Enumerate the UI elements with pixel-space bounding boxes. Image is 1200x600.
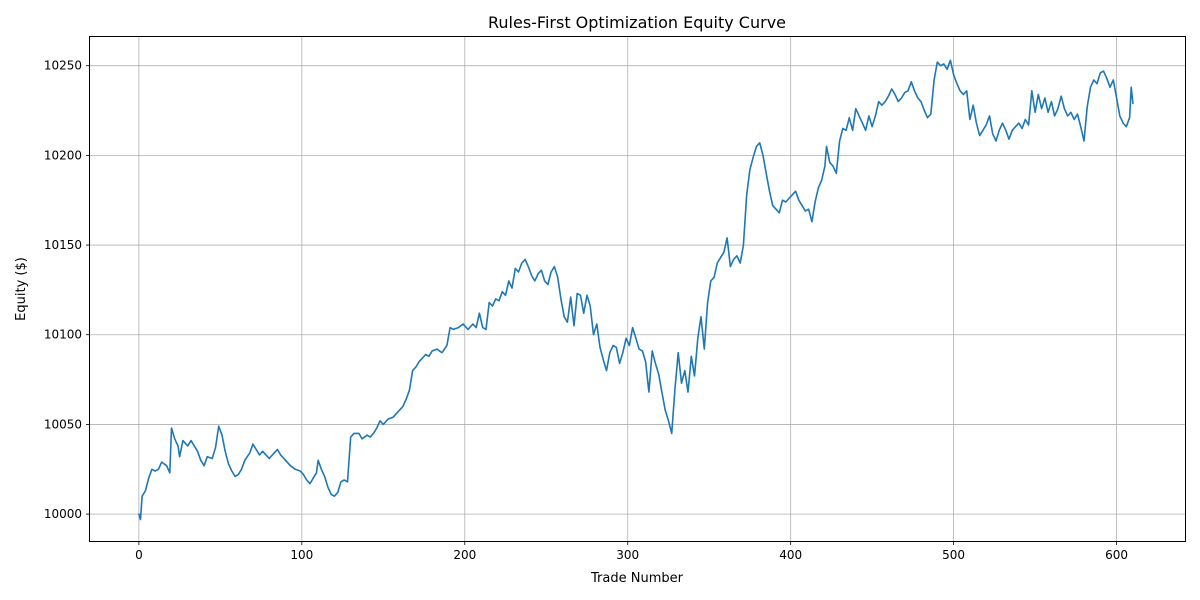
x-tick-label: 600 [1105, 548, 1128, 562]
x-tick-label: 0 [135, 548, 143, 562]
x-tick-label: 400 [779, 548, 802, 562]
x-tick-label: 300 [616, 548, 639, 562]
x-axis-label: Trade Number [590, 571, 684, 586]
x-tick-label: 100 [290, 548, 313, 562]
x-axis-ticks: 0 100 200 300 400 500 600 [135, 541, 1128, 562]
plot-frame [89, 36, 1186, 542]
y-tick-label: 10050 [44, 417, 82, 431]
x-tick-label: 500 [942, 548, 965, 562]
chart-title: Rules-First Optimization Equity Curve [488, 13, 786, 32]
equity-series-line [138, 59, 1134, 521]
y-tick-label: 10150 [44, 238, 82, 252]
y-tick-label: 10200 [44, 148, 82, 162]
x-tick-label: 200 [453, 548, 476, 562]
grid-lines [90, 37, 1185, 541]
y-tick-label: 10000 [44, 507, 82, 521]
y-tick-label: 10100 [44, 328, 82, 342]
y-axis-ticks: 10000 10050 10100 10150 10200 10250 [44, 59, 90, 521]
y-tick-label: 10250 [44, 59, 82, 73]
y-axis-label: Equity ($) [14, 257, 29, 321]
